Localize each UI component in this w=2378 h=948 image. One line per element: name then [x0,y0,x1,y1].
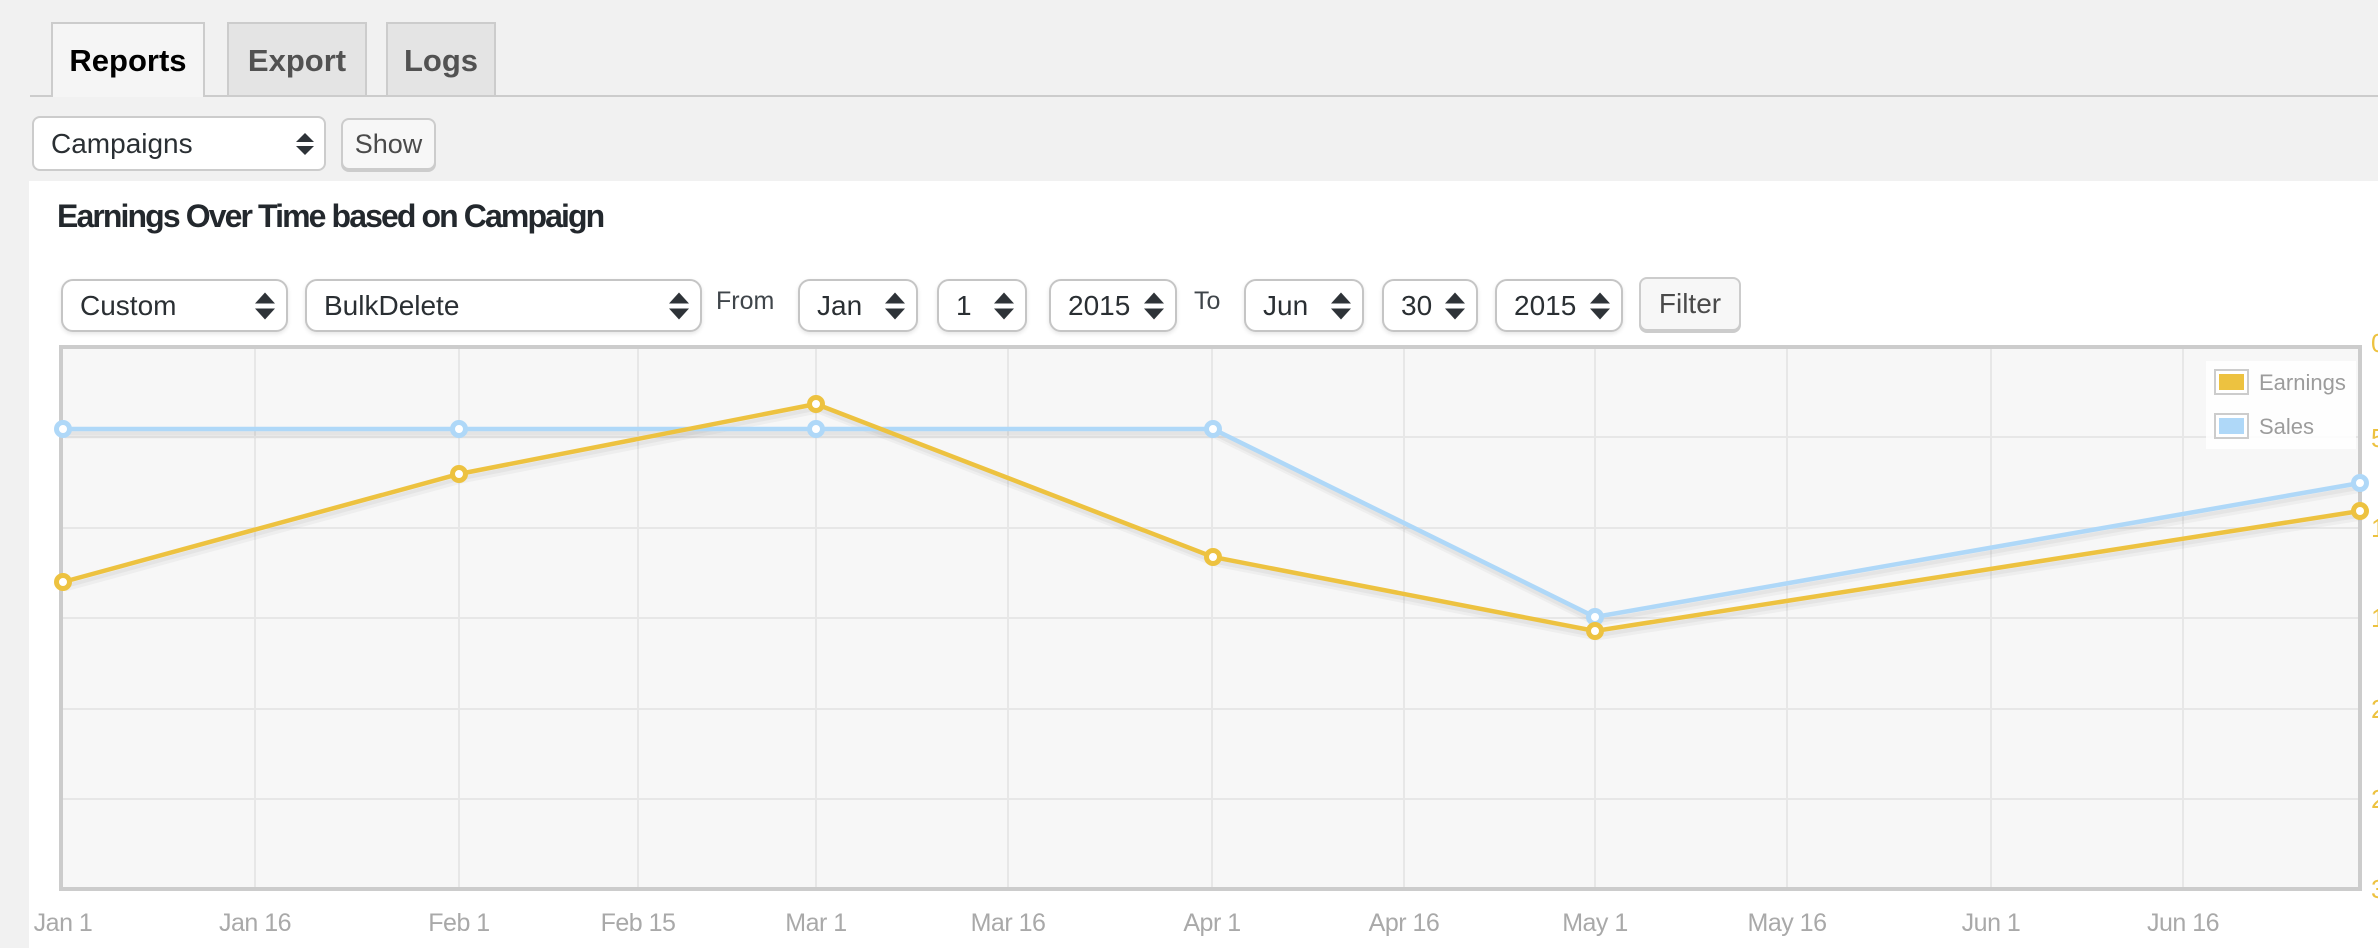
svg-text:2: 2 [2371,784,2378,814]
svg-text:5: 5 [2371,423,2378,453]
svg-text:2: 2 [2371,694,2378,724]
svg-text:0: 0 [2371,328,2378,358]
svg-text:1: 1 [2371,603,2378,633]
svg-text:3: 3 [2371,874,2378,904]
svg-text:1: 1 [2371,513,2378,543]
